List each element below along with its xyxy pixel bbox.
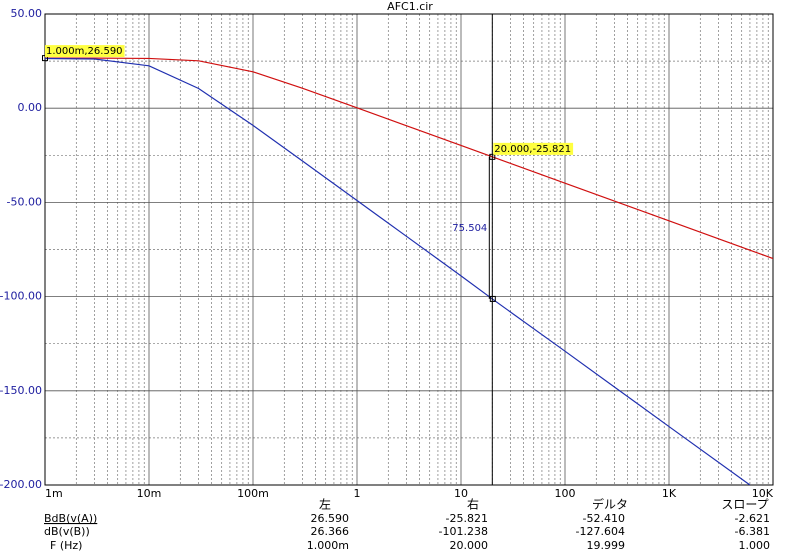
y-tick-label: -100.00 (0, 290, 42, 303)
cursor-label-bg (45, 45, 125, 58)
table-cell: 19.999 (587, 539, 626, 552)
chart-title: AFC1.cir (387, 0, 433, 13)
y-tick-label: -50.00 (7, 195, 42, 208)
table-cell: -127.604 (576, 525, 625, 538)
table-cell: -52.410 (583, 512, 625, 525)
table-cell: -6.381 (735, 525, 770, 538)
x-tick-label: 100 (555, 487, 576, 500)
table-cell: -101.238 (439, 525, 488, 538)
table-cell: 26.366 (311, 525, 350, 538)
cursor-label-bg (493, 142, 574, 155)
y-tick-label: 0.00 (18, 101, 43, 114)
delta-label: 75.504 (452, 223, 487, 234)
x-tick-label: 10 (454, 487, 468, 500)
x-tick-label: 10K (752, 487, 774, 500)
table-cell: 1.000m (307, 539, 349, 552)
row-label: F (Hz) (50, 539, 82, 552)
x-tick-label: 1K (662, 487, 677, 500)
table-cell: 1.000 (739, 539, 771, 552)
table-header: 左 (319, 497, 331, 512)
series-line (45, 57, 751, 485)
table-header: スロープ (721, 498, 768, 512)
y-tick-label: -200.00 (0, 478, 42, 491)
series-line (45, 57, 773, 260)
y-tick-label: 50.00 (11, 7, 43, 20)
table-cell: -2.621 (735, 512, 770, 525)
table-cell: 26.590 (311, 512, 350, 525)
y-tick-label: -150.00 (0, 384, 42, 397)
plot-frame (44, 13, 774, 486)
table-header: デルタ (592, 497, 628, 512)
table-cell: 20.000 (450, 539, 489, 552)
x-tick-label: 1m (45, 487, 63, 500)
x-tick-label: 1 (354, 487, 361, 500)
x-tick-label: 10m (137, 487, 162, 500)
x-tick-label: 100m (237, 487, 269, 500)
delta-marker (489, 295, 496, 302)
row-label: BdB(v(A)) (44, 512, 97, 525)
table-header: 右 (467, 497, 479, 512)
row-label: dB(v(B)) (44, 525, 90, 538)
cursor-label: 20.000,-25.821 (494, 144, 571, 155)
table-cell: -25.821 (446, 512, 488, 525)
cursor-label: 1.000m,26.590 (46, 46, 123, 57)
